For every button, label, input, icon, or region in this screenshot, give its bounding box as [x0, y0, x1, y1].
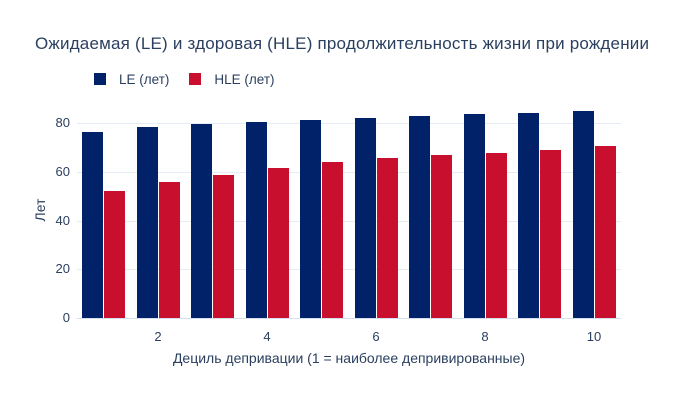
hle-swatch-icon [189, 73, 202, 85]
y-tick-label-60: 60 [55, 163, 70, 179]
bar-le-decile-4[interactable] [245, 121, 267, 318]
legend-label-le: LE (лет) [119, 71, 170, 87]
grid-line-60 [77, 171, 621, 173]
bar-hle-decile-5[interactable] [322, 162, 343, 318]
bar-le-decile-1[interactable] [82, 132, 103, 318]
bar-le-decile-9[interactable] [518, 113, 539, 318]
x-tick-label-6: 6 [372, 329, 380, 344]
y-tick-label-80: 80 [55, 115, 70, 130]
x-tick-label-2: 2 [154, 329, 162, 344]
bar-hle-decile-3[interactable] [213, 174, 234, 318]
bar-le-decile-6[interactable] [354, 117, 376, 318]
grid-line-80 [77, 123, 621, 124]
bar-le-decile-10[interactable] [572, 111, 594, 318]
bar-hle-decile-10[interactable] [594, 146, 616, 318]
grid-line-40 [77, 220, 621, 222]
legend-item-hle[interactable]: HLE (лет) [189, 71, 275, 87]
bar-hle-decile-6[interactable] [376, 158, 398, 318]
bar-hle-decile-8[interactable] [485, 152, 507, 318]
bar-hle-decile-1[interactable] [104, 191, 125, 318]
legend-item-le[interactable]: LE (лет) [94, 72, 169, 87]
bar-hle-decile-4[interactable] [267, 168, 289, 318]
x-tick-label-10: 10 [586, 329, 602, 344]
bar-le-decile-8[interactable] [463, 114, 485, 318]
chart-title: Ожидаемая (LE) и здоровая (HLE) продолжи… [35, 34, 650, 53]
y-tick-label-20: 20 [55, 261, 70, 277]
grid-line-20 [77, 269, 621, 271]
bar-hle-decile-9[interactable] [540, 150, 561, 318]
bar-le-decile-3[interactable] [191, 124, 212, 318]
x-tick-label-8: 8 [481, 329, 489, 344]
le-swatch-icon [94, 73, 106, 85]
bar-hle-decile-7[interactable] [431, 155, 452, 318]
bar-le-decile-2[interactable] [136, 127, 158, 318]
bar-hle-decile-2[interactable] [158, 181, 180, 318]
legend-label-hle: HLE (лет) [214, 71, 275, 87]
bar-le-decile-7[interactable] [409, 115, 430, 318]
bar-le-decile-5[interactable] [300, 119, 321, 318]
x-axis-line [77, 318, 621, 319]
x-tick-label-4: 4 [263, 329, 271, 344]
x-axis-title: Дециль депривации (1 = наиболее депривир… [172, 350, 526, 366]
y-tick-label-40: 40 [55, 212, 70, 228]
y-axis-title: Лет [32, 198, 48, 222]
y-tick-label-0: 0 [62, 310, 70, 325]
legend: LE (лет) HLE (лет) [94, 71, 275, 87]
